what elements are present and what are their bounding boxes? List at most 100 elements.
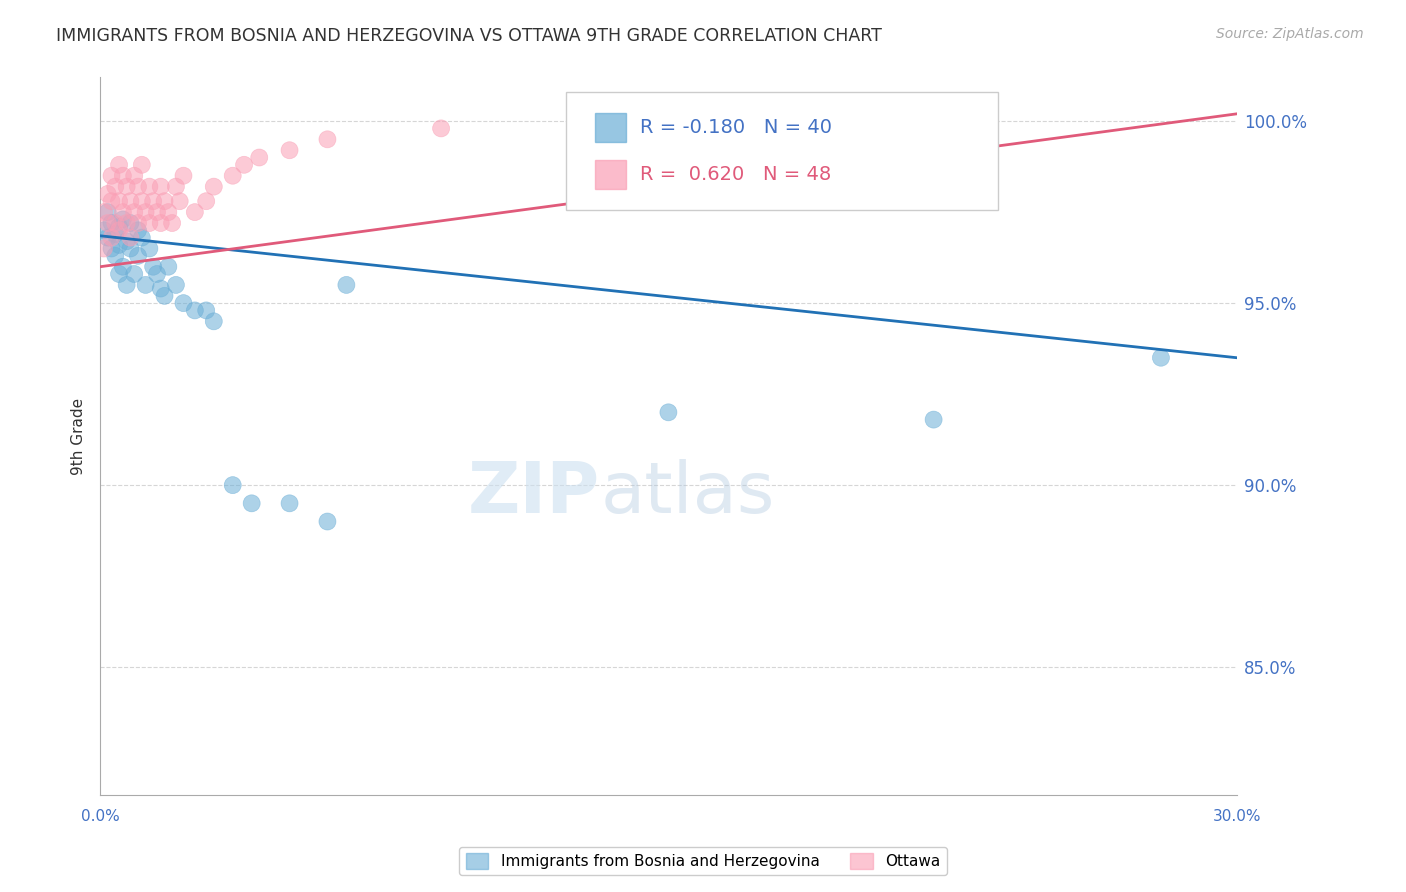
Point bbox=[108, 158, 131, 172]
Point bbox=[131, 158, 153, 172]
Point bbox=[104, 179, 127, 194]
Point bbox=[108, 238, 131, 252]
Point bbox=[146, 205, 169, 219]
Point bbox=[222, 478, 245, 492]
Point bbox=[104, 249, 127, 263]
Point bbox=[582, 114, 605, 128]
Point bbox=[316, 132, 339, 146]
Point bbox=[97, 205, 120, 219]
Point bbox=[172, 169, 194, 183]
Point bbox=[138, 242, 160, 256]
Point bbox=[195, 194, 218, 209]
Point bbox=[131, 194, 153, 209]
Point bbox=[120, 194, 142, 209]
Point bbox=[120, 216, 142, 230]
Point bbox=[97, 186, 120, 201]
Point bbox=[165, 277, 187, 292]
Point bbox=[100, 242, 122, 256]
Point bbox=[111, 260, 134, 274]
Point bbox=[316, 515, 339, 529]
Point bbox=[160, 216, 183, 230]
Text: 30.0%: 30.0% bbox=[1212, 809, 1261, 824]
Point bbox=[335, 277, 357, 292]
Point bbox=[97, 216, 120, 230]
Point bbox=[120, 230, 142, 244]
Point bbox=[247, 151, 270, 165]
Point bbox=[149, 216, 172, 230]
Point bbox=[100, 169, 122, 183]
FancyBboxPatch shape bbox=[567, 92, 998, 211]
Point bbox=[157, 205, 180, 219]
Point bbox=[146, 267, 169, 281]
Point bbox=[657, 405, 679, 419]
Point bbox=[122, 169, 145, 183]
Point bbox=[108, 194, 131, 209]
Point bbox=[104, 227, 127, 241]
Bar bbox=[595, 160, 626, 188]
Point bbox=[100, 230, 122, 244]
Point bbox=[115, 179, 138, 194]
Point bbox=[135, 277, 157, 292]
Text: IMMIGRANTS FROM BOSNIA AND HERZEGOVINA VS OTTAWA 9TH GRADE CORRELATION CHART: IMMIGRANTS FROM BOSNIA AND HERZEGOVINA V… bbox=[56, 27, 882, 45]
Point bbox=[169, 194, 191, 209]
Point bbox=[222, 169, 245, 183]
Text: atlas: atlas bbox=[600, 458, 775, 528]
Point bbox=[240, 496, 263, 510]
Text: ZIP: ZIP bbox=[468, 458, 600, 528]
Text: R =  0.620   N = 48: R = 0.620 N = 48 bbox=[640, 165, 831, 184]
Point bbox=[127, 249, 149, 263]
Point bbox=[165, 179, 187, 194]
Point bbox=[233, 158, 256, 172]
Point bbox=[127, 179, 149, 194]
Point bbox=[93, 242, 115, 256]
Point bbox=[153, 289, 176, 303]
Point bbox=[100, 216, 122, 230]
Point bbox=[111, 169, 134, 183]
Point bbox=[104, 216, 127, 230]
Point bbox=[108, 219, 131, 234]
Point bbox=[184, 303, 207, 318]
Point bbox=[131, 230, 153, 244]
Text: Source: ZipAtlas.com: Source: ZipAtlas.com bbox=[1216, 27, 1364, 41]
Point bbox=[108, 267, 131, 281]
Point bbox=[153, 194, 176, 209]
Point bbox=[430, 121, 453, 136]
Point bbox=[1150, 351, 1173, 365]
Point bbox=[97, 230, 120, 244]
Point bbox=[157, 260, 180, 274]
Point bbox=[138, 216, 160, 230]
Point bbox=[184, 205, 207, 219]
Point bbox=[142, 260, 165, 274]
Point bbox=[120, 242, 142, 256]
Point bbox=[122, 267, 145, 281]
Point bbox=[922, 412, 945, 426]
Point bbox=[278, 143, 301, 157]
Point bbox=[202, 314, 225, 328]
Point bbox=[115, 277, 138, 292]
Point bbox=[172, 296, 194, 310]
Point bbox=[93, 205, 115, 219]
Point bbox=[770, 114, 793, 128]
Point bbox=[195, 303, 218, 318]
Point bbox=[100, 194, 122, 209]
Point bbox=[127, 223, 149, 237]
Legend: Immigrants from Bosnia and Herzegovina, Ottawa: Immigrants from Bosnia and Herzegovina, … bbox=[460, 847, 946, 875]
Point bbox=[115, 216, 138, 230]
Point bbox=[149, 282, 172, 296]
Point bbox=[135, 205, 157, 219]
Point bbox=[142, 194, 165, 209]
Point bbox=[122, 205, 145, 219]
Point bbox=[127, 216, 149, 230]
Bar bbox=[595, 113, 626, 142]
Point bbox=[149, 179, 172, 194]
Point bbox=[108, 223, 131, 237]
Point bbox=[111, 205, 134, 219]
Point bbox=[202, 179, 225, 194]
Point bbox=[278, 496, 301, 510]
Point bbox=[115, 234, 138, 248]
Text: R = -0.180   N = 40: R = -0.180 N = 40 bbox=[640, 118, 832, 137]
Point bbox=[138, 179, 160, 194]
Text: 0.0%: 0.0% bbox=[80, 809, 120, 824]
Y-axis label: 9th Grade: 9th Grade bbox=[72, 398, 86, 475]
Point bbox=[93, 223, 115, 237]
